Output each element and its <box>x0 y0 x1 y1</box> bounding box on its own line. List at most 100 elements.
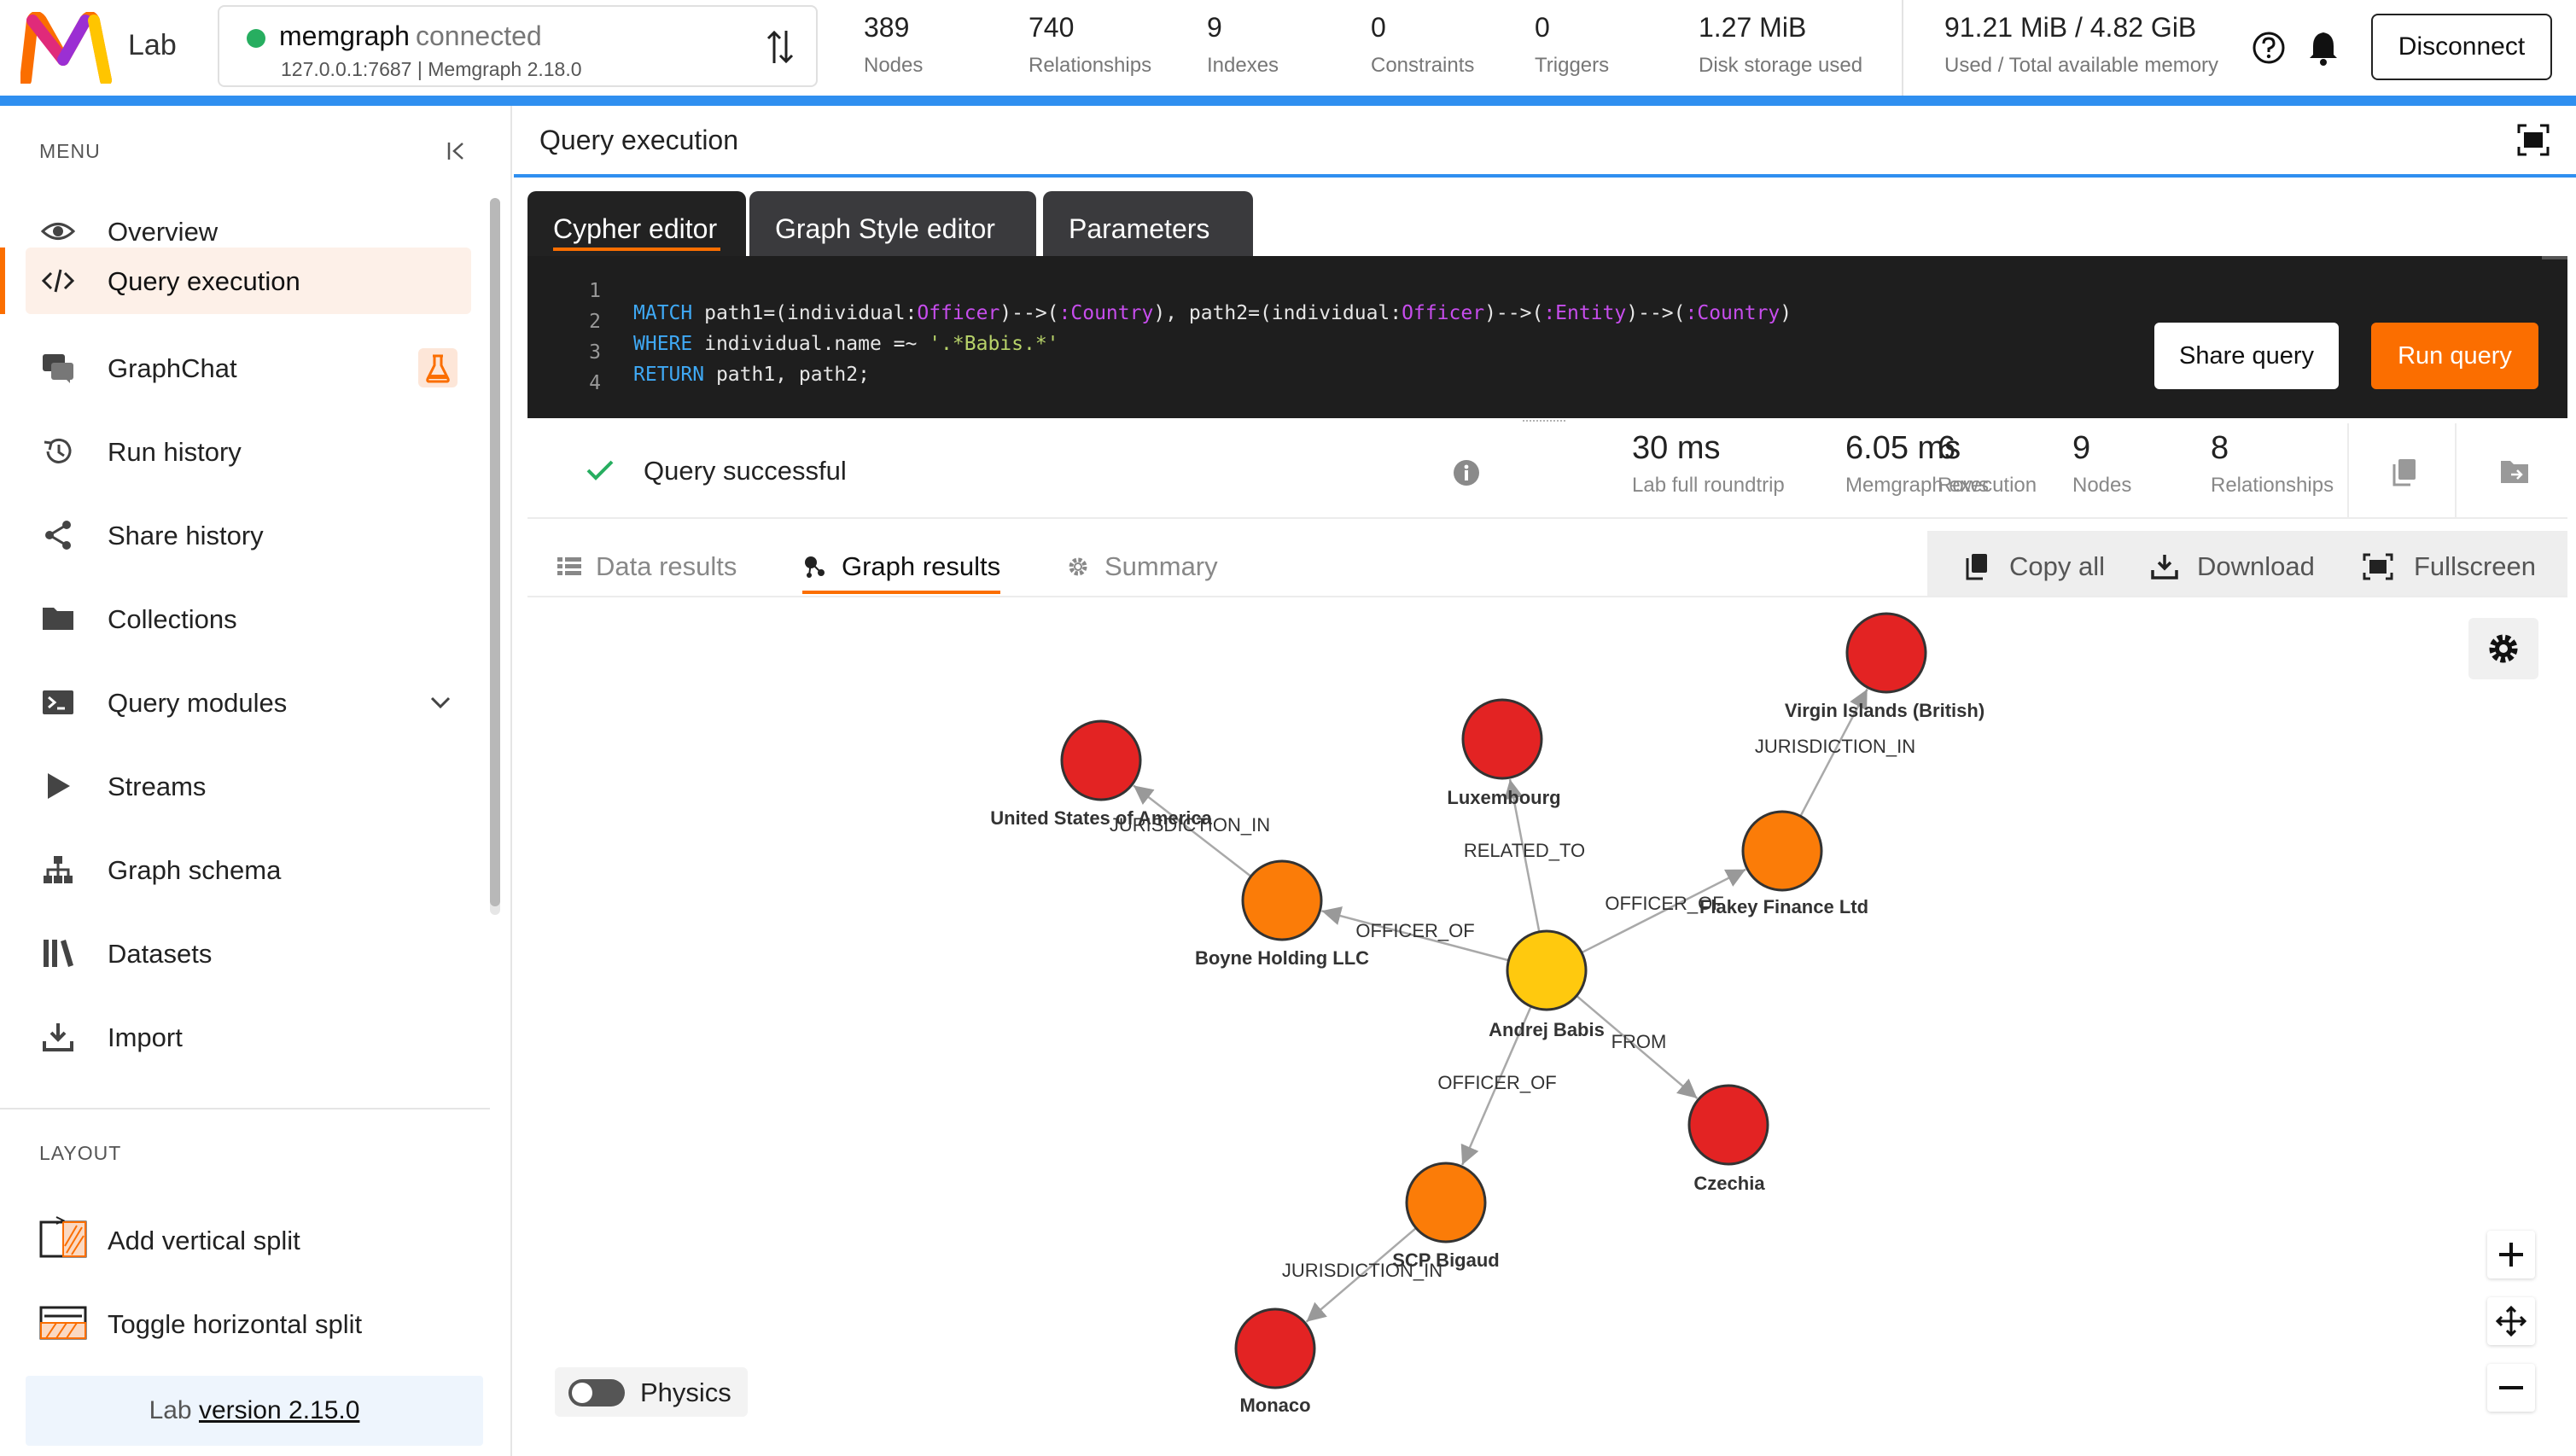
graph-edge[interactable] <box>1305 1226 1417 1323</box>
sidebar-item-datasets[interactable]: Datasets <box>26 920 471 987</box>
graph-edge[interactable] <box>1576 994 1699 1099</box>
tab-parameters[interactable]: Parameters <box>1043 191 1253 259</box>
folder-export-icon[interactable] <box>2499 457 2530 485</box>
plus-icon <box>2499 1243 2523 1267</box>
copy-all-button[interactable]: Copy all <box>1961 551 2105 582</box>
sidebar-item-toggle-horizontal-split[interactable]: Toggle horizontal split <box>26 1290 471 1357</box>
graph-node-lux[interactable] <box>1461 698 1543 780</box>
code-line: 4 <box>589 372 601 394</box>
tab-data-results[interactable]: Data results <box>557 551 737 594</box>
tab-graph-style-editor[interactable]: Graph Style editor <box>749 191 1036 259</box>
sidebar-item-add-vertical-split[interactable]: Add vertical split <box>26 1207 471 1273</box>
table-icon <box>557 557 581 575</box>
tab-summary[interactable]: Summary <box>1065 551 1218 594</box>
graph-node-scp[interactable] <box>1405 1162 1487 1243</box>
fullscreen-button[interactable]: Fullscreen <box>2363 551 2536 582</box>
sidebar-item-graphchat[interactable]: GraphChat <box>26 335 471 401</box>
graph-edge-label: OFFICER_OF <box>1437 1072 1556 1093</box>
graph-node-flakey[interactable] <box>1741 810 1823 892</box>
graph-edge-label: JURISDICTION_IN <box>1755 736 1915 757</box>
cypher-code-editor[interactable]: 1 MATCH path1=(individual:Officer)-->(:C… <box>527 256 2567 418</box>
collapse-sidebar-icon[interactable] <box>444 138 469 164</box>
disconnect-button[interactable]: Disconnect <box>2371 14 2552 80</box>
horizontal-split-icon <box>39 1306 87 1340</box>
graph-node-label: Boyne Holding LLC <box>1195 947 1369 969</box>
page-title: Query execution <box>539 125 739 155</box>
editor-scrollbar[interactable] <box>2542 256 2567 259</box>
sidebar-item-streams[interactable]: Streams <box>26 753 471 819</box>
maximize-icon[interactable] <box>2516 123 2550 157</box>
graph-node-usa[interactable] <box>1060 719 1142 801</box>
gear-icon <box>2489 634 2518 663</box>
graph-node-bvi[interactable] <box>1845 612 1927 694</box>
result-stat-rows: 6 Rows <box>1938 430 1990 497</box>
graph-edge[interactable] <box>1460 1005 1532 1166</box>
zoom-in-button[interactable] <box>2487 1231 2535 1278</box>
graph-edge-label: OFFICER_OF <box>1605 893 1723 914</box>
tab-cypher-editor[interactable]: Cypher editor <box>527 191 746 259</box>
graph-edge-label: FROM <box>1611 1031 1667 1052</box>
sidebar-item-query-execution[interactable]: Query execution <box>0 248 471 314</box>
experimental-badge <box>418 348 458 387</box>
graph-canvas[interactable] <box>527 597 2567 1447</box>
sidebar-item-share-history[interactable]: Share history <box>26 502 471 568</box>
sidebar-item-overview[interactable]: Overview <box>26 198 471 265</box>
run-query-button[interactable]: Run query <box>2371 323 2538 389</box>
connection-switcher[interactable]: memgraph connected 127.0.0.1:7687 | Memg… <box>218 5 818 87</box>
chevron-down-icon[interactable] <box>427 690 454 715</box>
topbar-divider <box>1902 0 1903 96</box>
physics-toggle-knob <box>572 1383 592 1403</box>
graph-node-boyne[interactable] <box>1241 859 1323 941</box>
memgraph-logo-icon <box>20 12 112 84</box>
bell-icon[interactable] <box>2306 29 2340 67</box>
connection-host: 127.0.0.1:7687 <box>281 58 412 80</box>
graph-edge[interactable] <box>1133 784 1252 877</box>
query-status: Query successful <box>644 456 847 486</box>
sidebar-item-graph-schema[interactable]: Graph schema <box>26 836 471 903</box>
share-query-button[interactable]: Share query <box>2154 323 2339 389</box>
chat-icon <box>43 354 73 383</box>
main-header: Query execution <box>514 106 2576 178</box>
connection-details: 127.0.0.1:7687 | Memgraph 2.18.0 <box>281 58 582 80</box>
sidebar-scrollbar-thumb[interactable] <box>490 198 500 906</box>
switch-arrows-icon[interactable] <box>763 26 797 68</box>
library-icon <box>44 940 73 967</box>
graph-edge[interactable] <box>1581 868 1746 954</box>
minus-icon <box>2499 1386 2523 1389</box>
history-icon <box>44 438 72 463</box>
app-name: Lab <box>128 29 177 61</box>
sidebar-item-collections[interactable]: Collections <box>26 585 471 652</box>
version-info: Lab version 2.15.0 <box>26 1376 483 1446</box>
tab-graph-results[interactable]: Graph results <box>802 551 1001 594</box>
play-icon <box>48 773 70 799</box>
sidebar-scrollbar[interactable] <box>490 198 500 915</box>
graph-edge[interactable] <box>1799 688 1868 817</box>
graph-node-monaco[interactable] <box>1234 1307 1316 1389</box>
sidebar-item-query-modules[interactable]: Query modules <box>26 669 471 736</box>
sidebar: MENU Overview Query execution GraphChat … <box>0 106 512 1456</box>
folder-icon <box>43 608 73 630</box>
download-button[interactable]: Download <box>2149 551 2315 582</box>
result-bar-divider <box>2347 423 2349 519</box>
sidebar-item-import[interactable]: Import <box>26 1004 471 1070</box>
copy-icon[interactable] <box>2392 457 2417 486</box>
version-link[interactable]: version 2.15.0 <box>198 1396 360 1424</box>
graph-node-babis[interactable] <box>1506 929 1588 1011</box>
code-line: 3 RETURN path1, path2; <box>589 341 870 386</box>
zoom-out-button[interactable] <box>2487 1364 2535 1412</box>
fit-view-button[interactable] <box>2487 1297 2535 1345</box>
graph-node-label: Virgin Islands (British) <box>1785 700 1984 721</box>
graph-edge[interactable] <box>1321 906 1509 962</box>
layout-heading: LAYOUT <box>39 1142 122 1164</box>
topbar-accent-bar <box>0 96 2576 106</box>
sidebar-item-run-history[interactable]: Run history <box>26 418 471 485</box>
graph-settings-button[interactable] <box>2468 618 2538 679</box>
graph-node-cz[interactable] <box>1687 1084 1769 1166</box>
graph-node-label: Czechia <box>1693 1173 1765 1194</box>
help-icon[interactable] <box>2252 31 2286 65</box>
info-icon[interactable] <box>1453 459 1480 486</box>
connection-version: Memgraph 2.18.0 <box>428 58 582 80</box>
physics-toggle[interactable] <box>568 1379 625 1406</box>
graph-edge[interactable] <box>1504 778 1541 933</box>
